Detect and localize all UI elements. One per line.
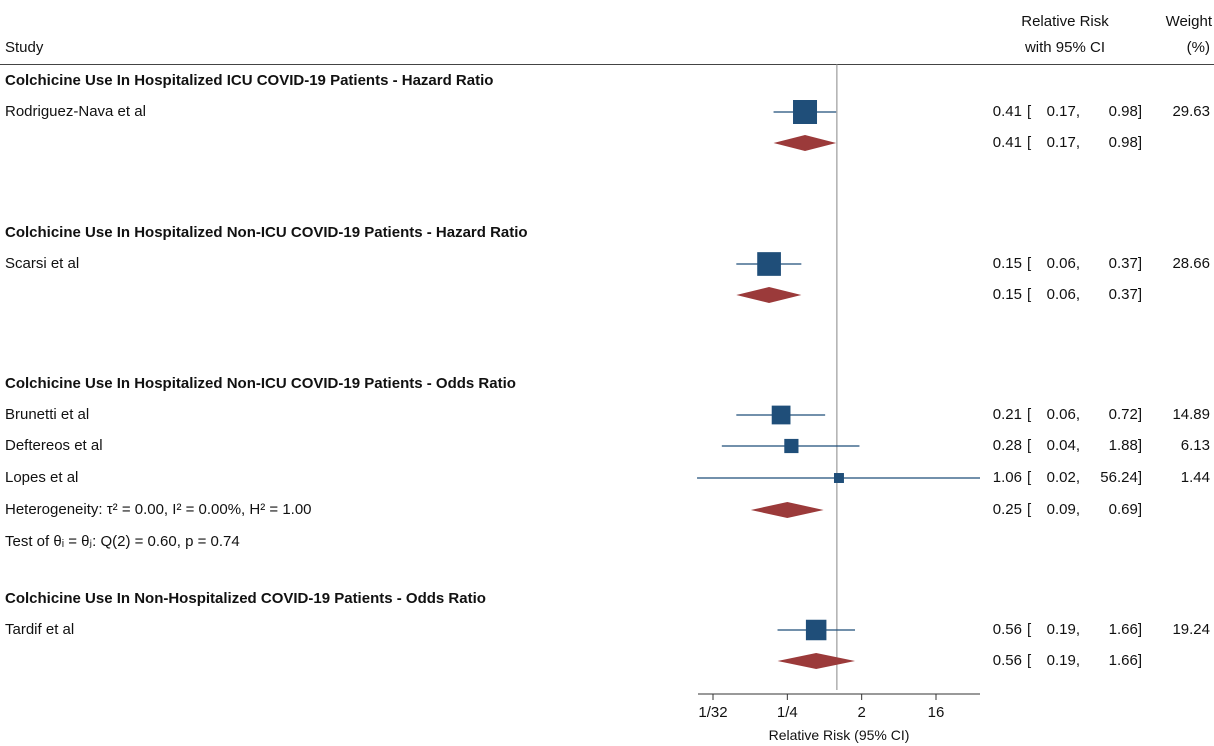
homogeneity-test: Test of θᵢ = θⱼ: Q(2) = 0.60, p = 0.74: [5, 533, 240, 550]
pooled-ci-lower-value: 0.17,: [1046, 134, 1080, 151]
pooled-estimate-value: 0.56: [992, 652, 1022, 669]
ci-open-bracket: [: [1027, 255, 1032, 272]
study-label: Deftereos et al: [5, 437, 103, 454]
pooled-ci-upper-value: 0.98]: [1108, 134, 1142, 151]
group-title: Colchicine Use In Hospitalized Non-ICU C…: [5, 224, 528, 241]
weight-value: 28.66: [1172, 255, 1210, 272]
x-tick-label: 2: [857, 704, 865, 721]
pooled-ci-upper-value: 0.69]: [1108, 501, 1142, 518]
weight-column-header-line1: Weight: [1165, 13, 1212, 30]
study-label: Brunetti et al: [5, 406, 90, 423]
rr-column-header-line2: with 95% CI: [1024, 39, 1106, 56]
pooled-diamond: [773, 135, 837, 151]
pooled-ci-upper-value: 0.37]: [1108, 286, 1142, 303]
x-tick-label: 1/32: [698, 704, 727, 721]
weight-column-header-line2: (%): [1186, 39, 1210, 56]
weight-value: 6.13: [1180, 437, 1210, 454]
ci-open-bracket: [: [1027, 286, 1032, 303]
study-marker: [757, 252, 781, 276]
study-marker: [771, 405, 791, 425]
pooled-diamond: [750, 502, 824, 518]
x-tick-label: 16: [928, 704, 945, 721]
weight-value: 29.63: [1172, 103, 1210, 120]
ci-open-bracket: [: [1027, 134, 1032, 151]
ci-lower-value: 0.06,: [1046, 255, 1080, 272]
heterogeneity-stats: Heterogeneity: τ² = 0.00, I² = 0.00%, H²…: [5, 501, 312, 518]
pooled-estimate-value: 0.41: [992, 134, 1022, 151]
pooled-ci-upper-value: 1.66]: [1108, 652, 1142, 669]
x-tick-label: 1/4: [777, 704, 798, 721]
ci-lower-value: 0.04,: [1046, 437, 1080, 454]
x-axis-title: Relative Risk (95% CI): [769, 727, 910, 743]
weight-value: 1.44: [1180, 469, 1210, 486]
ci-open-bracket: [: [1027, 652, 1032, 669]
weight-value: 14.89: [1172, 406, 1210, 423]
ci-lower-value: 0.02,: [1046, 469, 1080, 486]
rr-column-header-line1: Relative Risk: [1021, 13, 1109, 30]
estimate-value: 0.41: [992, 103, 1022, 120]
pooled-diamond: [777, 653, 856, 669]
ci-upper-value: 0.37]: [1108, 255, 1142, 272]
pooled-ci-lower-value: 0.19,: [1046, 652, 1080, 669]
group-title: Colchicine Use In Hospitalized Non-ICU C…: [5, 375, 516, 392]
study-label: Rodriguez-Nava et al: [5, 103, 146, 120]
pooled-ci-lower-value: 0.09,: [1046, 501, 1080, 518]
ci-upper-value: 0.98]: [1108, 103, 1142, 120]
estimate-value: 0.21: [992, 406, 1022, 423]
ci-lower-value: 0.19,: [1046, 621, 1080, 638]
estimate-value: 0.28: [992, 437, 1022, 454]
pooled-diamond: [736, 287, 802, 303]
study-marker: [833, 473, 844, 483]
study-column-header: Study: [5, 39, 44, 56]
header-rule: [0, 64, 1214, 65]
pooled-ci-lower-value: 0.06,: [1046, 286, 1080, 303]
ci-open-bracket: [: [1027, 621, 1032, 638]
pooled-estimate-value: 0.25: [992, 501, 1022, 518]
ci-lower-value: 0.06,: [1046, 406, 1080, 423]
study-label: Scarsi et al: [5, 255, 80, 272]
group-title: Colchicine Use In Hospitalized ICU COVID…: [5, 72, 494, 89]
ci-upper-value: 0.72]: [1108, 406, 1142, 423]
estimate-value: 0.56: [992, 621, 1022, 638]
ci-lower-value: 0.17,: [1046, 103, 1080, 120]
ci-open-bracket: [: [1027, 103, 1032, 120]
ci-open-bracket: [: [1027, 501, 1032, 518]
ci-upper-value: 56.24]: [1100, 469, 1142, 486]
study-marker: [793, 100, 818, 124]
ci-open-bracket: [: [1027, 406, 1032, 423]
group-title: Colchicine Use In Non-Hospitalized COVID…: [5, 590, 486, 607]
pooled-estimate-value: 0.15: [992, 286, 1022, 303]
study-marker: [805, 619, 827, 641]
study-marker: [784, 438, 799, 454]
weight-value: 19.24: [1172, 621, 1210, 638]
ci-open-bracket: [: [1027, 437, 1032, 454]
study-label: Lopes et al: [5, 469, 79, 486]
ci-open-bracket: [: [1027, 469, 1032, 486]
estimate-value: 1.06: [992, 469, 1022, 486]
ci-upper-value: 1.88]: [1108, 437, 1142, 454]
estimate-value: 0.15: [992, 255, 1022, 272]
ci-upper-value: 1.66]: [1108, 621, 1142, 638]
study-label: Tardif et al: [5, 621, 75, 638]
